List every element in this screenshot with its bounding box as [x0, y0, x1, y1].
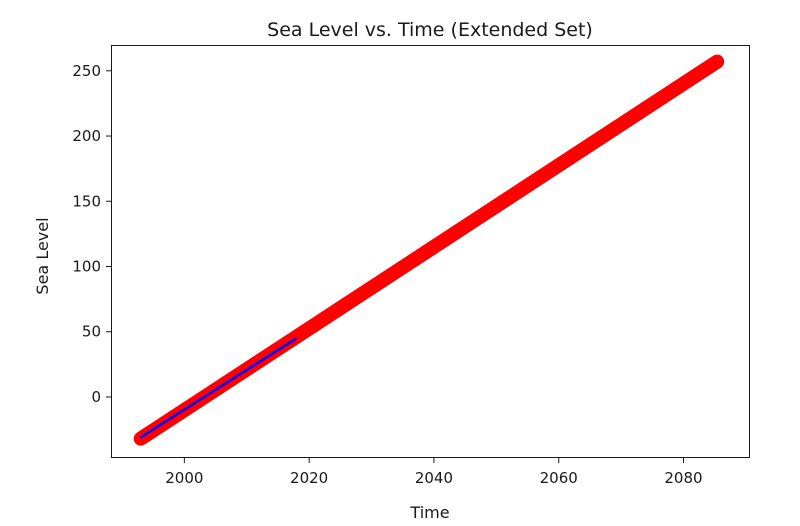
y-tick-label: 0: [91, 388, 101, 406]
y-tick-label: 200: [72, 127, 101, 145]
plot-area: [133, 54, 725, 446]
x-tick-label: 2000: [165, 469, 203, 487]
y-tick-label: 100: [72, 258, 101, 276]
fit-line-series: [140, 337, 298, 439]
axes-frame: [111, 45, 750, 458]
x-tick-label: 2040: [415, 469, 453, 487]
chart-title: Sea Level vs. Time (Extended Set): [267, 19, 593, 41]
y-tick-label: 50: [82, 323, 101, 341]
y-tick-label: 150: [72, 192, 101, 210]
x-tick-label: 2060: [540, 469, 578, 487]
y-axis-label: Sea Level: [33, 217, 52, 294]
x-tick-label: 2020: [290, 469, 328, 487]
scatter-series: [133, 54, 725, 446]
x-axis-label: Time: [409, 503, 449, 522]
y-axis-ticks: 0 50 100 150 200 250: [72, 62, 112, 406]
x-tick-label: 2080: [664, 469, 702, 487]
y-tick-label: 250: [72, 62, 101, 80]
scatter-point: [710, 54, 725, 69]
x-axis-ticks: 2000 2020 2040 2060 2080: [165, 457, 703, 487]
fit-line: [140, 337, 298, 439]
